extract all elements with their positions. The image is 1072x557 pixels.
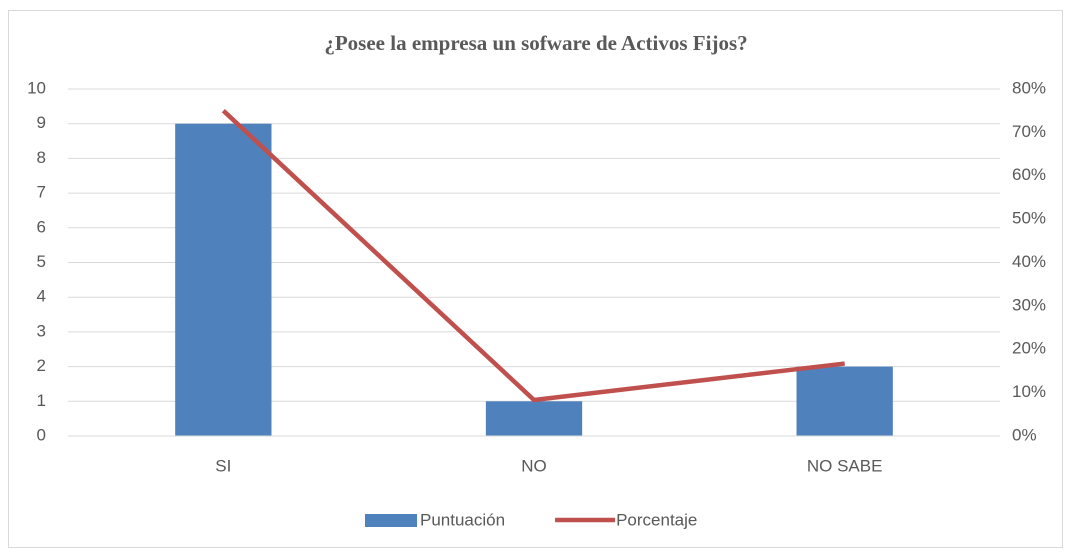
y2-tick-label: 10% bbox=[1012, 382, 1046, 401]
y-tick-label: 2 bbox=[37, 356, 46, 375]
x-tick-label: NO bbox=[521, 456, 547, 475]
y-tick-label: 10 bbox=[27, 78, 46, 97]
y2-tick-label: 40% bbox=[1012, 252, 1046, 271]
line bbox=[221, 109, 845, 403]
bar bbox=[796, 366, 893, 436]
x-tick-label: SI bbox=[215, 456, 231, 475]
x-tick-label: NO SABE bbox=[807, 456, 883, 475]
y2-tick-label: 20% bbox=[1012, 339, 1046, 358]
y-tick-label: 3 bbox=[37, 321, 46, 340]
y-tick-label: 9 bbox=[37, 113, 46, 132]
legend-label: Porcentaje bbox=[616, 510, 697, 529]
chart-title: ¿Posee la empresa un sofware de Activos … bbox=[324, 31, 747, 55]
y-tick-label: 0 bbox=[37, 425, 46, 444]
y-tick-label: 8 bbox=[37, 148, 46, 167]
y-tick-label: 1 bbox=[37, 391, 46, 410]
y2-tick-label: 70% bbox=[1012, 122, 1046, 141]
bar bbox=[175, 123, 272, 436]
y2-tick-label: 60% bbox=[1012, 165, 1046, 184]
y-tick-label: 4 bbox=[37, 287, 46, 306]
y-tick-label: 6 bbox=[37, 217, 46, 236]
y2-tick-label: 0% bbox=[1012, 425, 1037, 444]
y2-tick-label: 30% bbox=[1012, 295, 1046, 314]
y-tick-label: 5 bbox=[37, 252, 46, 271]
y-tick-label: 7 bbox=[37, 183, 46, 202]
y2-tick-label: 50% bbox=[1012, 209, 1046, 228]
legend-label: Puntuación bbox=[420, 510, 505, 529]
legend-swatch bbox=[365, 514, 417, 527]
bar bbox=[485, 401, 583, 436]
y2-tick-label: 80% bbox=[1012, 78, 1046, 97]
